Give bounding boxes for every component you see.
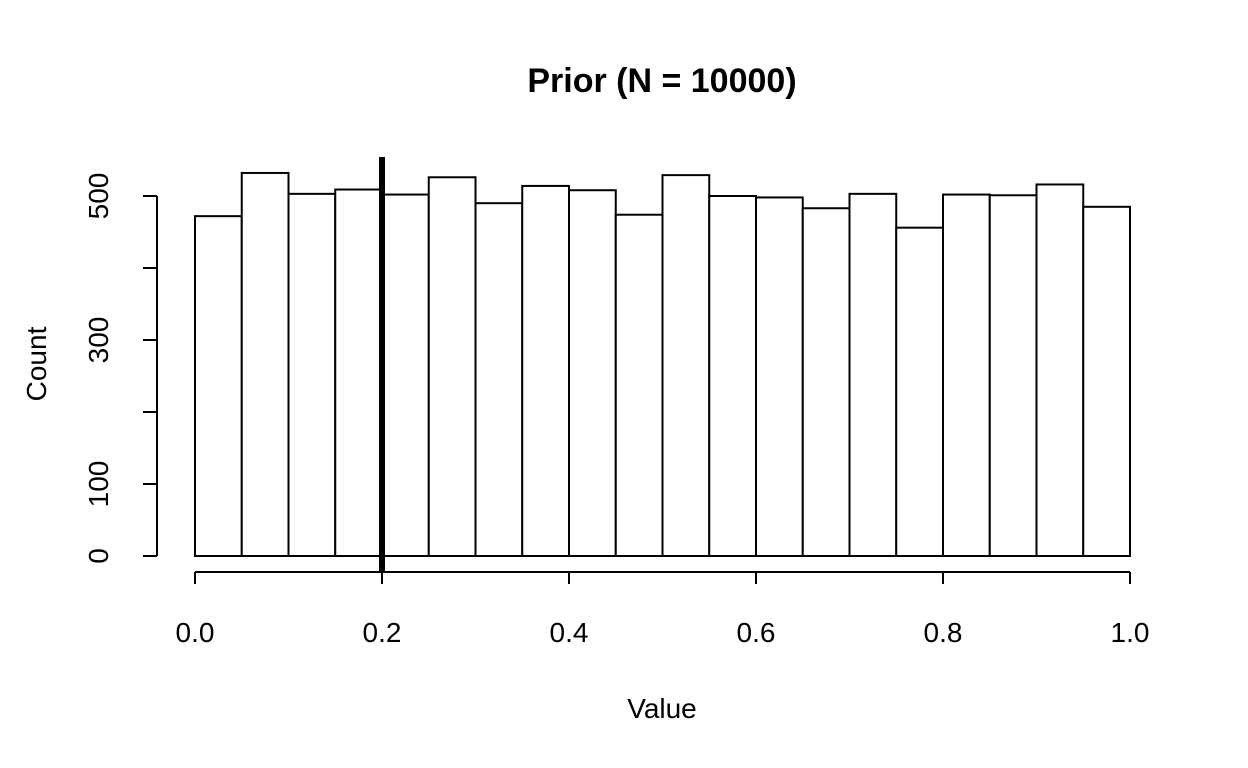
bars-group [194, 171, 1131, 558]
y-axis-label: Count [21, 326, 52, 401]
histogram-bar [334, 188, 383, 558]
y-tick-label: 100 [83, 461, 114, 508]
x-tick-label: 0.2 [363, 617, 402, 648]
x-axis: 0.0 0.2 0.4 0.6 0.8 1.0 [176, 571, 1150, 648]
histogram-bar [521, 184, 570, 557]
y-tick-label: 0 [83, 548, 114, 564]
histogram-bar [240, 171, 290, 558]
x-axis-label: Value [627, 693, 697, 724]
histogram-bar [1035, 183, 1085, 557]
histogram-bar [1082, 205, 1131, 558]
histogram-bar [942, 193, 991, 557]
histogram-bar [848, 192, 898, 557]
histogram-bar [568, 189, 617, 558]
x-tick-label: 0.4 [550, 617, 589, 648]
histogram-bar [895, 226, 944, 557]
x-tick-label: 1.0 [1111, 617, 1150, 648]
histogram-bar [194, 215, 243, 557]
histogram-bar [661, 174, 711, 557]
x-tick-label: 0.0 [176, 617, 215, 648]
histogram-bar [474, 202, 524, 557]
y-tick-label: 300 [83, 317, 114, 364]
y-axis: 0 100 300 500 [83, 173, 158, 564]
histogram-bar [988, 194, 1038, 557]
x-tick-label: 0.6 [737, 617, 776, 648]
chart-title: Prior (N = 10000) [527, 62, 796, 100]
histogram-bar [427, 176, 477, 557]
x-tick-label: 0.8 [924, 617, 963, 648]
histogram-bar [755, 196, 804, 557]
y-tick-label: 500 [83, 173, 114, 220]
histogram-bar [801, 207, 851, 558]
histogram-bar [708, 195, 757, 557]
histogram-bar [614, 213, 664, 557]
histogram-bar [381, 193, 430, 557]
histogram-bar [287, 192, 337, 557]
